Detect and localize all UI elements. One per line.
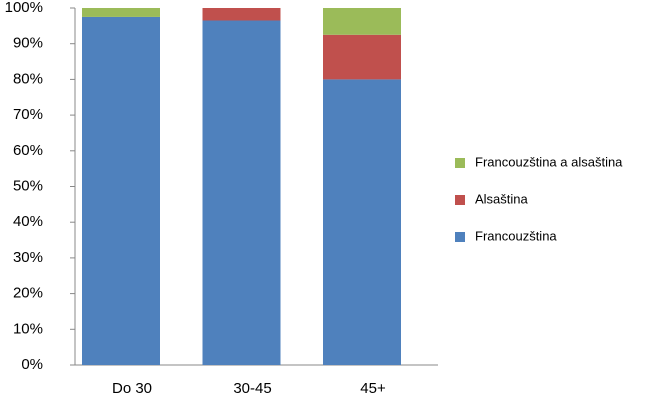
y-tick-label: 60% [13,142,43,159]
y-tick-label: 40% [13,213,43,230]
y-tick-label: 30% [13,249,43,266]
y-tick-label: 20% [13,285,43,302]
y-tick-label: 0% [21,356,43,373]
bar-segment [82,16,160,366]
bar-segment [323,79,401,366]
bar-segment [202,8,281,21]
x-tick-label: 45+ [360,380,386,397]
legend-swatch [455,195,465,205]
bar-segment [82,8,160,17]
bar-segment [323,34,401,80]
legend-label: Alsaština [475,191,529,206]
y-tick-label: 100% [5,0,43,16]
legend-swatch [455,232,465,242]
legend-label: Francouzština a alsaština [475,154,623,169]
legend-label: Francouzština [475,228,557,243]
bar-segment [323,8,401,35]
y-tick-label: 70% [13,106,43,123]
bar-segment [202,20,281,366]
y-tick-label: 50% [13,177,43,194]
legend-swatch [455,158,465,168]
x-tick-label: Do 30 [112,380,152,397]
y-tick-label: 10% [13,320,43,337]
y-tick-label: 80% [13,70,43,87]
x-tick-label: 30-45 [233,380,271,397]
y-tick-label: 90% [13,35,43,52]
